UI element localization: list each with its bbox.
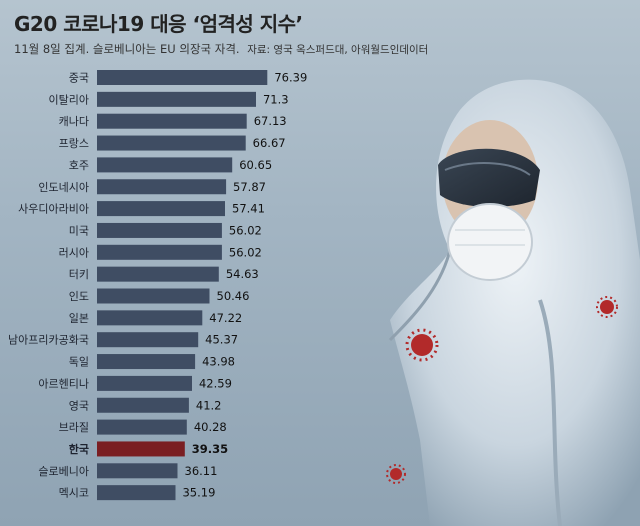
- bar: [97, 179, 227, 195]
- bar: [97, 244, 222, 260]
- category-label: 독일: [69, 355, 89, 369]
- bar: [97, 288, 210, 304]
- category-label: 인도네시아: [38, 181, 89, 194]
- value-label: 40.28: [194, 420, 227, 434]
- category-label: 영국: [69, 399, 89, 412]
- chart-subtitle: 11월 8일 집계. 슬로베니아는 EU 의장국 자격. 자료: 영국 옥스퍼드…: [14, 41, 428, 57]
- bar: [97, 441, 185, 457]
- value-label: 41.2: [196, 398, 222, 412]
- category-label: 프랑스: [59, 137, 89, 150]
- value-label: 47.22: [209, 311, 242, 325]
- bar: [97, 157, 233, 173]
- virus-icon: [405, 328, 439, 362]
- bar: [97, 354, 196, 370]
- value-label: 36.11: [185, 464, 218, 478]
- value-label: 45.37: [205, 333, 238, 347]
- category-label: 러시아: [59, 246, 89, 259]
- category-label: 멕시코: [59, 487, 89, 500]
- value-label: 54.63: [226, 267, 259, 281]
- bar: [97, 375, 192, 391]
- value-label: 67.13: [254, 114, 287, 128]
- chart-title: G20 코로나19 대응 ‘엄격성 지수’: [14, 12, 303, 36]
- value-label: 39.35: [192, 442, 228, 456]
- category-label: 아르헨티나: [38, 377, 89, 390]
- virus-icon: [596, 296, 618, 318]
- hazmat-suit-illustration: [388, 79, 640, 526]
- category-label: 중국: [69, 72, 89, 85]
- value-label: 60.65: [239, 158, 272, 172]
- value-label: 35.19: [182, 486, 215, 500]
- category-label: 캐나다: [59, 115, 89, 128]
- value-label: 50.46: [217, 289, 250, 303]
- bar: [97, 419, 187, 435]
- value-label: 76.39: [274, 71, 307, 85]
- bar: [97, 113, 247, 129]
- category-label: 슬로베니아: [38, 465, 89, 478]
- category-label: 터키: [69, 268, 89, 281]
- value-label: 43.98: [202, 355, 235, 369]
- category-label: 일본: [69, 311, 89, 325]
- category-label: 사우디아라비아: [18, 203, 89, 216]
- value-label: 66.67: [253, 136, 286, 150]
- bar: [97, 332, 199, 348]
- value-label: 71.3: [263, 92, 289, 106]
- category-label: 이탈리아: [49, 93, 89, 106]
- category-label: 브라질: [59, 421, 89, 434]
- category-label: 남아프리카공화국: [8, 334, 89, 347]
- category-label: 한국: [69, 442, 89, 456]
- subtitle-note: 11월 8일 집계. 슬로베니아는 EU 의장국 자격.: [14, 42, 240, 56]
- source-note: 자료: 영국 옥스퍼드대, 아워월드인데이터: [247, 44, 429, 56]
- bar: [97, 310, 203, 326]
- bar: [97, 201, 225, 217]
- category-label: 인도: [69, 290, 89, 303]
- bar: [97, 222, 222, 238]
- bar: [97, 135, 246, 151]
- value-label: 42.59: [199, 376, 232, 390]
- value-label: 56.02: [229, 223, 262, 237]
- value-label: 56.02: [229, 245, 262, 259]
- value-label: 57.87: [233, 180, 266, 194]
- bar: [97, 91, 256, 107]
- bar: [97, 397, 189, 413]
- bar: [97, 463, 178, 479]
- bar: [97, 70, 268, 85]
- category-label: 미국: [69, 224, 89, 237]
- virus-icon: [386, 464, 406, 484]
- bar: [97, 485, 176, 501]
- category-label: 호주: [69, 159, 89, 172]
- value-label: 57.41: [232, 202, 265, 216]
- bar: [97, 266, 219, 282]
